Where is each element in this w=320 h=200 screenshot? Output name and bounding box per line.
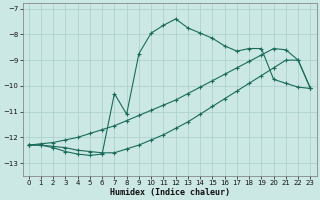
X-axis label: Humidex (Indice chaleur): Humidex (Indice chaleur)	[109, 188, 229, 197]
